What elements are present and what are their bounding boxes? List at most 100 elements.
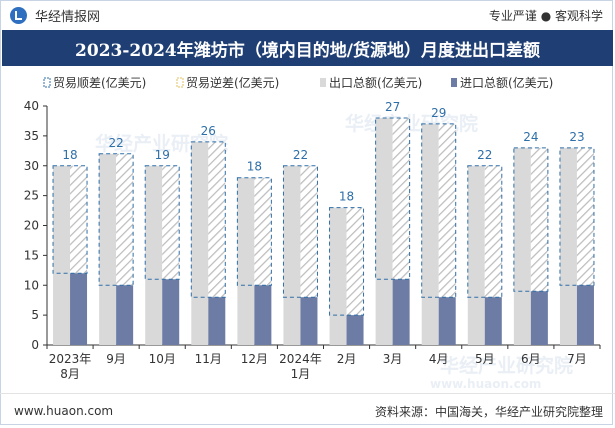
surplus-hatch [162,165,180,280]
legend-label-deficit: 贸易逆差(亿美元) [186,75,279,90]
surplus-data-label: 27 [385,100,400,114]
export-bar [467,165,485,345]
legend-swatch-import [451,78,457,87]
brand[interactable]: 华经情报网 [10,6,100,25]
x-tick-label: 4月 [429,352,449,366]
export-bar [375,117,393,345]
surplus-hatch [576,147,594,286]
legend-item-export: 出口总额(亿美元) [320,75,422,90]
surplus-outline [375,117,411,280]
surplus-outline [421,123,457,298]
import-bar [300,297,318,345]
surplus-outline [98,153,134,286]
x-tick-label: 7月 [567,352,587,366]
surplus-data-label: 18 [247,160,262,174]
import-bar [346,315,364,345]
footer: www.huaon.com 资料来源：中国海关，华经产业研究院整理 [0,393,615,428]
x-tick-label: 2024年 1月 [279,352,322,381]
surplus-data-label: 22 [108,136,123,150]
x-tick-label: 2月 [337,352,357,366]
surplus-data-label: 18 [339,190,354,204]
tagline: 专业严谨 ● 客观科学 [488,8,603,23]
surplus-data-label: 24 [523,130,538,144]
x-tick-label: 3月 [383,352,403,366]
y-tick-label: 15 [24,248,39,262]
surplus-data-label: 23 [569,130,584,144]
y-tick-label: 25 [24,189,39,203]
x-tick-label: 11月 [195,352,222,366]
watermark-text: 华经产业研究院 [440,354,573,377]
huajing-logo-icon [10,6,27,24]
surplus-data-label: 18 [62,148,77,162]
x-tick-label: 10月 [149,352,176,366]
surplus-outline [329,207,365,316]
chart-title: 2023-2024年潍坊市（境内目的地/货源地）月度进出口差额 [2,30,613,66]
surplus-hatch [530,147,548,292]
export-bar [145,165,163,345]
watermark-text: 华经产业研究院 [345,112,478,135]
surplus-hatch [346,207,364,316]
surplus-hatch [484,165,502,298]
export-bar [421,123,439,345]
x-tick-label: 5月 [475,352,495,366]
footer-url[interactable]: www.huaon.com [14,404,114,418]
brand-name: 华经情报网 [35,9,101,25]
export-bar [559,147,577,345]
surplus-hatch [392,117,410,280]
surplus-hatch [208,141,226,298]
legend-label-import: 进口总额(亿美元) [460,75,553,90]
surplus-outline [559,147,595,286]
surplus-hatch [116,153,134,286]
surplus-data-label: 22 [293,148,308,162]
export-bar [513,147,531,345]
legend-swatch-export [320,78,326,87]
footer-source: 资料来源：中国海关，华经产业研究院整理 [374,404,603,419]
legend-label-export: 出口总额(亿美元) [329,75,422,90]
import-bar [116,285,134,345]
export-bar [191,141,209,345]
surplus-data-label: 22 [477,148,492,162]
export-bar [329,207,347,345]
legend-swatch-surplus [43,77,51,88]
y-tick-label: 40 [24,99,39,113]
export-bar [237,177,255,345]
legend-item-import: 进口总额(亿美元) [451,75,553,90]
surplus-outline [144,165,180,280]
legend-label-surplus: 贸易顺差(亿美元) [53,75,146,90]
surplus-hatch [254,177,272,286]
import-bar [530,291,548,345]
import-bar [208,297,226,345]
legend-item-deficit: 贸易逆差(亿美元) [176,75,279,90]
import-bar [392,279,410,345]
surplus-outline [190,141,226,298]
legend-swatch-deficit [176,77,184,88]
y-tick-label: 20 [24,219,39,233]
surplus-data-label: 26 [201,124,216,138]
export-bar [99,153,117,345]
surplus-hatch [438,123,456,298]
x-tick-label: 6月 [521,352,541,366]
surplus-outline [513,147,549,292]
import-bar [70,273,88,345]
surplus-data-label: 29 [431,106,446,120]
import-bar [438,297,456,345]
import-bar [162,279,180,345]
surplus-hatch [300,165,318,298]
y-tick-label: 5 [31,308,39,322]
x-tick-label: 9月 [106,352,126,366]
y-tick-label: 35 [24,129,39,143]
import-bar [254,285,272,345]
surplus-outline [282,165,318,298]
surplus-outline [467,165,503,298]
import-bar [576,285,594,345]
legend-item-surplus: 贸易顺差(亿美元) [43,75,146,90]
y-tick-label: 0 [31,338,39,352]
x-tick-label: 2023年 8月 [49,352,92,381]
x-tick-label: 12月 [241,352,268,366]
y-tick-label: 30 [24,159,39,173]
watermark-text: www.huaon.com [430,377,541,391]
export-bar [283,165,301,345]
surplus-data-label: 19 [155,148,170,162]
